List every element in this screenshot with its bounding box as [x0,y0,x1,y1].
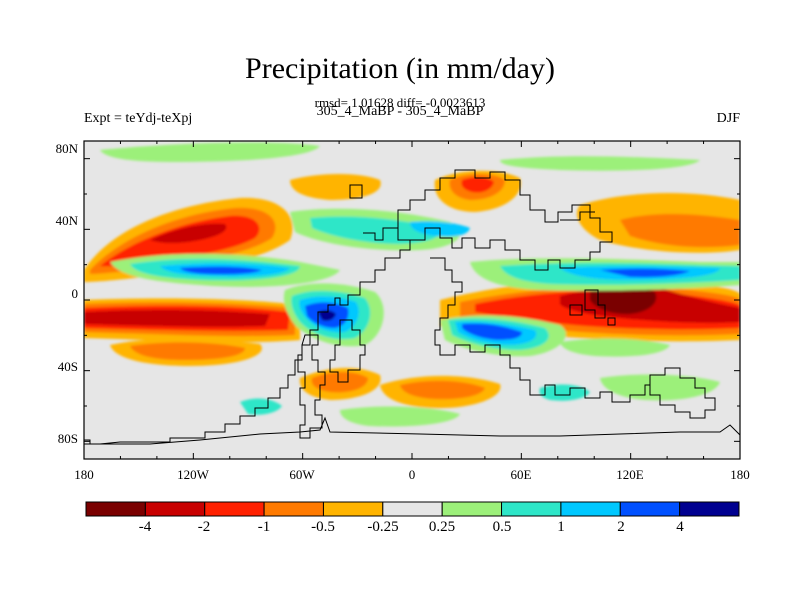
colorbar-label: -2 [197,519,211,535]
coastlines [84,169,740,445]
y-tick-label: 40S [57,359,78,374]
colorbar-label: -4 [138,519,152,535]
precip-contour-pos [560,338,670,357]
colorbar-label: 0.5 [492,519,512,535]
map-field [84,141,740,459]
colorbar-swatch [560,501,621,517]
experiment-label: Expt = teYdj-teXpj [84,111,193,126]
x-tick-label: 180 [730,467,750,482]
colorbar-swatch [85,501,146,517]
precip-contour-pos [180,266,262,275]
colorbar-swatch [679,501,740,517]
precip-contour-neg [150,223,227,244]
precip-contour-pos [600,268,690,278]
colorbar-swatch [322,501,384,517]
coastline-south-america [297,334,326,439]
precip-contour-pos [539,384,590,401]
precip-contour-pos [240,398,282,415]
colorbar-label: -0.25 [367,519,399,535]
colorbar-swatch [204,501,265,517]
coastline-antarctica [84,416,740,445]
y-tick-label: 40N [55,213,78,228]
colorbar-swatch [441,501,503,517]
x-tick-label: 60W [289,467,315,482]
precip-contour-pos [310,216,441,244]
season-label: DJF [716,111,740,126]
coastline-south-america-east [329,319,366,383]
precip-contour-neg [461,177,494,193]
colorbar-label: 1 [557,519,565,535]
colorbar-label: 0.25 [428,519,456,535]
colorbar-swatch [382,501,443,517]
colorbar-label: 2 [617,519,625,535]
axis-ticks [83,141,741,459]
y-tick-label: 0 [71,286,79,301]
x-tick-label: 120E [616,467,644,482]
precip-contour-pos [340,406,460,427]
precip-contour-pos [318,310,336,321]
x-tick-label: 60E [510,467,532,482]
colorbar-label: -0.5 [311,519,335,535]
coastline-africa [430,257,650,403]
y-tick-label: 80N [55,141,78,156]
x-tick-label: 0 [408,467,416,482]
precip-contour-neg [620,214,740,248]
y-tick-label: 80S [57,431,78,446]
coastline-americas [84,227,411,445]
coastline-asia-se [584,289,606,319]
precip-contour-neg [84,309,270,327]
colorbar-label: -1 [257,519,271,535]
precip-contour-pos [100,142,320,162]
period-label: 305_4_MaBP - 305_4_MaBP [316,104,484,119]
x-tick-label: 180 [74,467,94,482]
precip-contour-pos [462,323,522,340]
colorbar-swatch [501,501,562,517]
coastline-islands [569,304,616,326]
precip-contour-neg [400,380,485,400]
stats-line: rmsd= 1.01628 diff= -0.0023613 [314,95,486,110]
colorbar-label: 4 [676,519,684,535]
colorbar [85,501,740,517]
coastline-north [349,184,595,221]
precip-contour-neg [130,342,245,360]
colorbar-swatch [619,501,681,517]
coastline-australia [649,367,716,419]
colorbar-swatch [263,501,324,517]
precip-contour-pos [600,374,720,401]
coastline-eurasia [397,169,613,271]
precip-contour-pos [500,156,700,171]
x-tick-label: 120W [177,467,209,482]
colorbar-swatch [144,501,206,517]
precip-contour-neg [290,174,381,200]
precip-contour-neg [590,287,657,315]
plot-title: Precipitation (in mm/day) [245,52,555,85]
